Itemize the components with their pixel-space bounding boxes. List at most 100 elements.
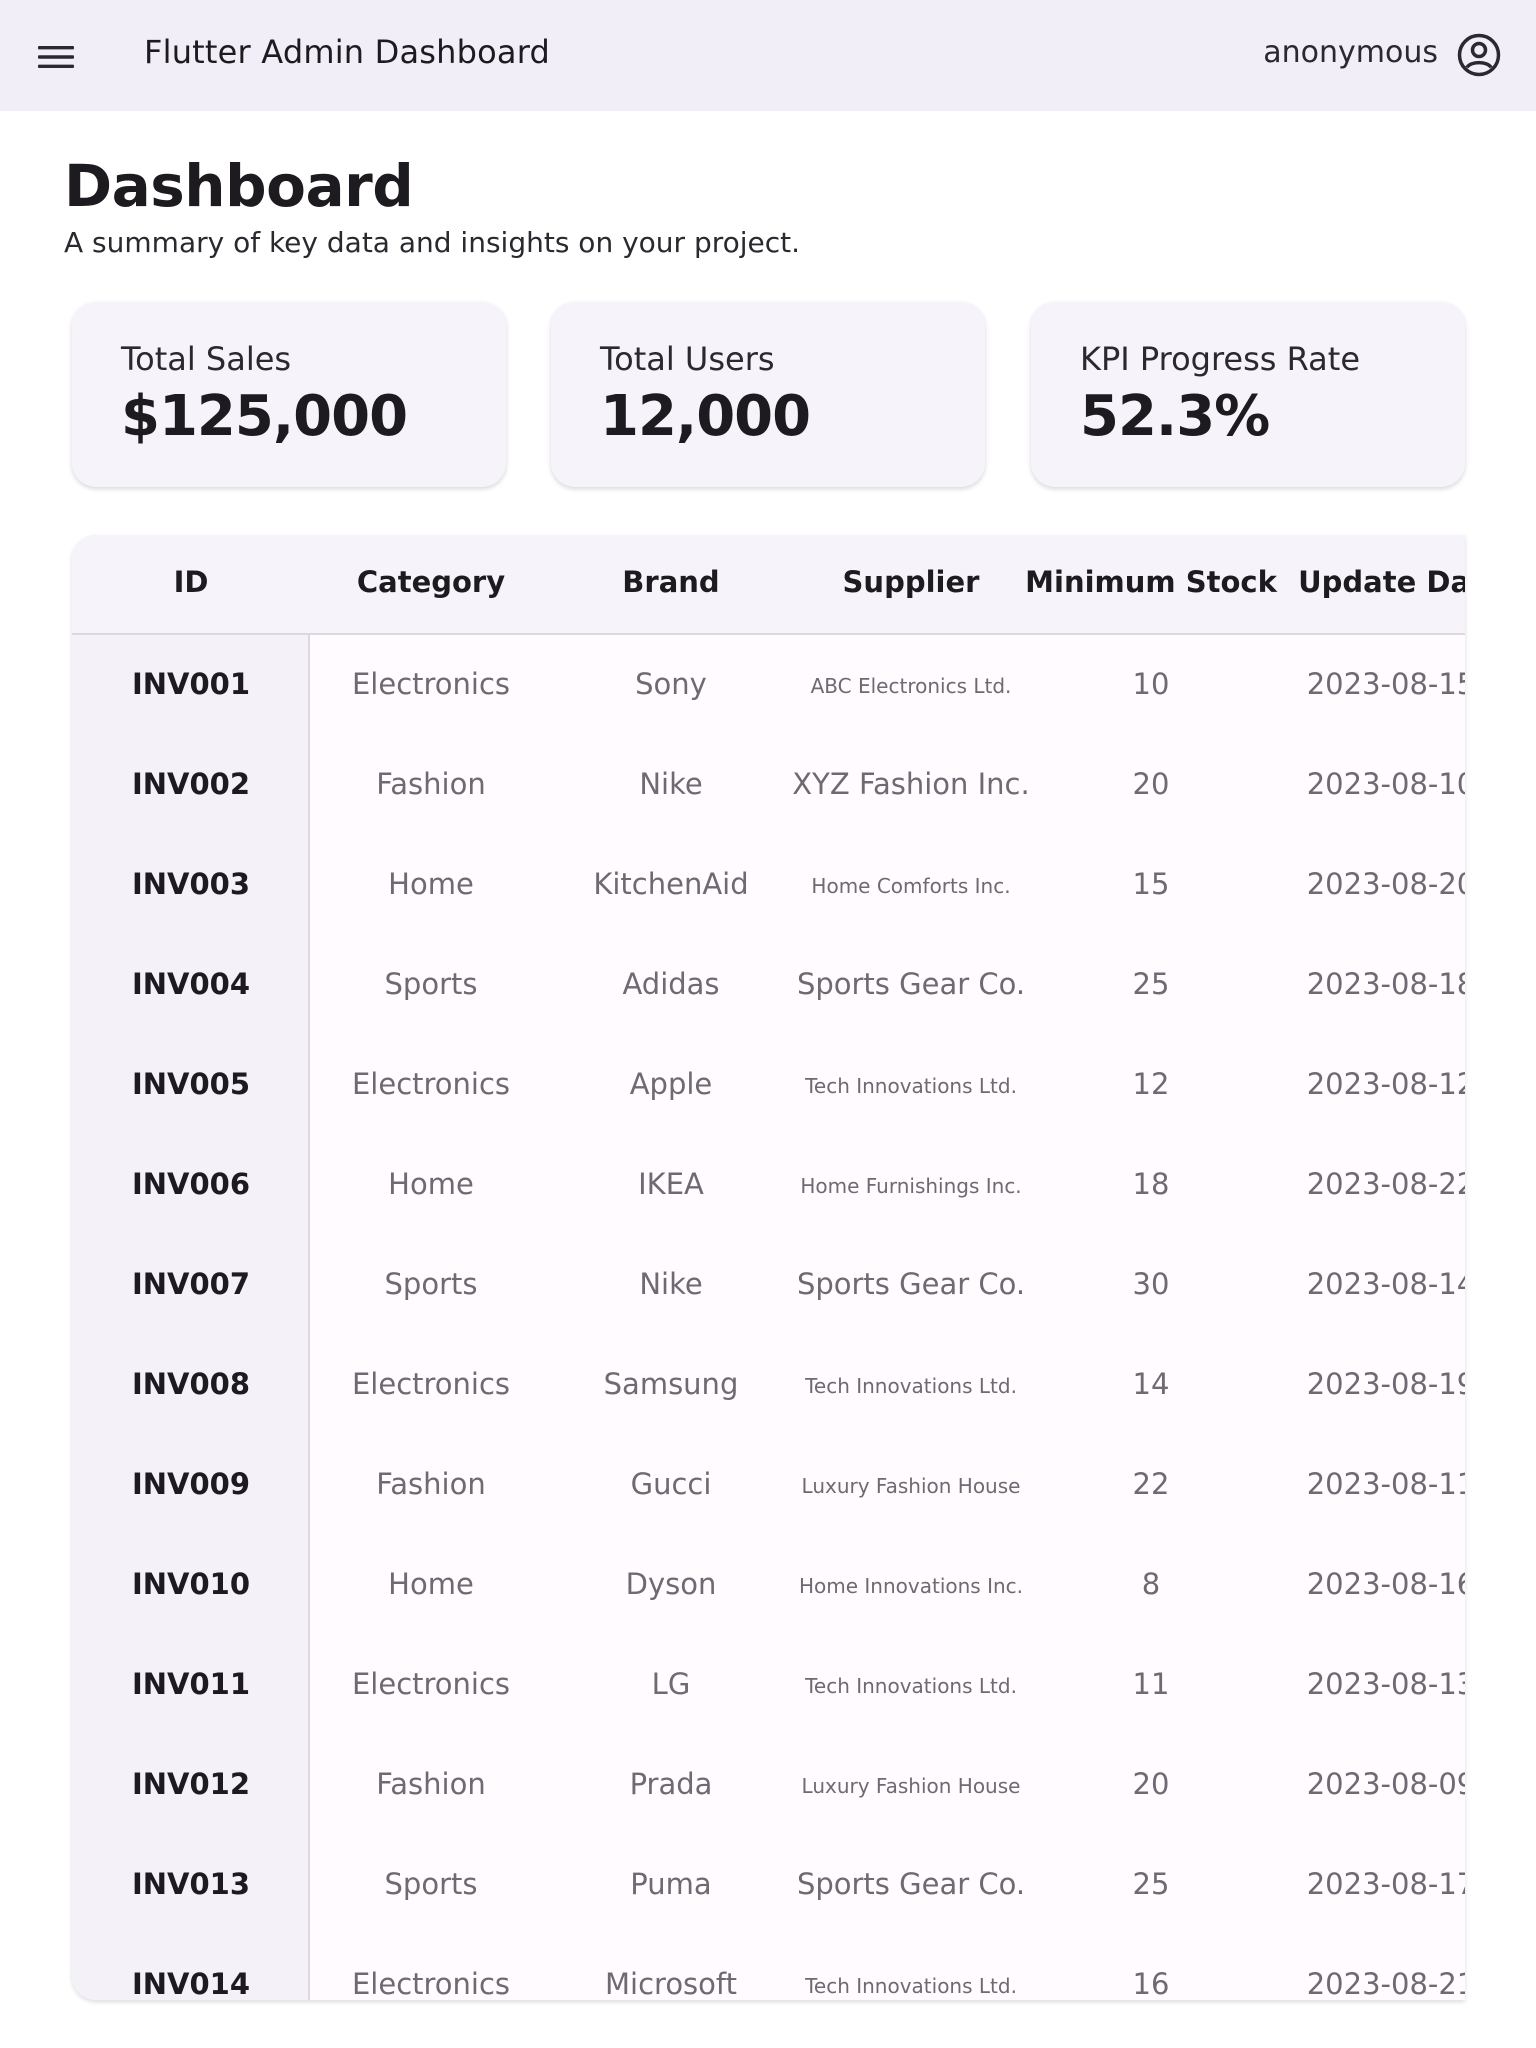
- cell-category: Home: [388, 1167, 474, 1201]
- cell-update-date: 2023-08-11: [1306, 1467, 1465, 1501]
- cell-id: INV011: [131, 1667, 251, 1701]
- cell-brand: Gucci: [630, 1467, 712, 1501]
- cell-category: Electronics: [351, 1367, 511, 1401]
- table-row[interactable]: INV007 Sports Nike Sports Gear Co. 30 2023-08…: [72, 1235, 1465, 1335]
- cell-supplier: ABC Electronics Ltd.: [810, 674, 1012, 698]
- cell-update-date: 2023-08-12: [1306, 1067, 1465, 1101]
- cell-minimum-stock: 8: [1141, 1567, 1161, 1601]
- hamburger-menu-icon: [38, 46, 74, 68]
- cell-category: Electronics: [351, 1967, 511, 2000]
- cell-update-date: 2023-08-17: [1306, 1867, 1465, 1901]
- cell-category: Electronics: [351, 1067, 511, 1101]
- cell-id: INV005: [131, 1067, 251, 1101]
- cell-update-date: 2023-08-16: [1306, 1567, 1465, 1601]
- user-name[interactable]: anonymous: [1263, 35, 1438, 70]
- cell-category: Sports: [384, 967, 478, 1001]
- table-row[interactable]: INV006 Home IKEA Home Furnishings Inc. 18 202…: [72, 1135, 1465, 1235]
- header-supplier[interactable]: Supplier: [842, 565, 980, 599]
- cell-supplier: Sports Gear Co.: [796, 1867, 1026, 1901]
- table-row[interactable]: INV013 Sports Puma Sports Gear Co. 25 2023-08…: [72, 1835, 1465, 1935]
- cell-brand: IKEA: [638, 1167, 704, 1201]
- card-kpi-progress-rate: KPI Progress Rate 52.3%: [1031, 302, 1465, 487]
- app-bar: Flutter Admin Dashboard anonymous: [0, 0, 1536, 111]
- page-subtitle: A summary of key data and insights on yo…: [64, 226, 801, 259]
- cell-minimum-stock: 18: [1132, 1167, 1170, 1201]
- cell-brand: Microsoft: [605, 1967, 737, 2000]
- cell-update-date: 2023-08-22: [1306, 1167, 1465, 1201]
- card-total-sales: Total Sales $125,000: [72, 302, 506, 487]
- page-title: Dashboard: [64, 152, 414, 220]
- table-row[interactable]: INV004 Sports Adidas Sports Gear Co. 25 2023-…: [72, 935, 1465, 1035]
- cell-minimum-stock: 22: [1132, 1467, 1170, 1501]
- table-row[interactable]: INV009 Fashion Gucci Luxury Fashion House 22…: [72, 1435, 1465, 1535]
- cell-minimum-stock: 11: [1132, 1667, 1170, 1701]
- table-row[interactable]: INV003 Home KitchenAid Home Comforts Inc. 15…: [72, 835, 1465, 935]
- cell-brand: Samsung: [603, 1367, 739, 1401]
- app-title: Flutter Admin Dashboard: [144, 33, 551, 71]
- cell-id: INV012: [131, 1767, 251, 1801]
- cell-id: INV013: [131, 1867, 251, 1901]
- cell-minimum-stock: 15: [1132, 867, 1170, 901]
- cell-minimum-stock: 25: [1132, 1867, 1170, 1901]
- id-column: [72, 535, 310, 2000]
- card-total-users: Total Users 12,000: [551, 302, 985, 487]
- cell-supplier: Luxury Fashion House: [801, 1474, 1021, 1498]
- inventory-table[interactable]: ID Category Brand Supplier Minimum Stock Upda…: [72, 535, 1465, 2000]
- cell-id: INV008: [131, 1367, 251, 1401]
- cell-category: Fashion: [376, 767, 486, 801]
- cell-supplier: Tech Innovations Ltd.: [805, 1674, 1017, 1698]
- cell-update-date: 2023-08-10: [1306, 767, 1465, 801]
- cell-supplier: Tech Innovations Ltd.: [805, 1374, 1017, 1398]
- header-id[interactable]: ID: [173, 565, 209, 599]
- card-label: KPI Progress Rate: [1080, 340, 1360, 378]
- table-row[interactable]: INV001 Electronics Sony ABC Electronics Ltd…: [72, 635, 1465, 735]
- cell-minimum-stock: 12: [1132, 1067, 1170, 1101]
- table-row[interactable]: INV012 Fashion Prada Luxury Fashion House 20…: [72, 1735, 1465, 1835]
- table-row[interactable]: INV008 Electronics Samsung Tech Innovations…: [72, 1335, 1465, 1435]
- table-row[interactable]: INV010 Home Dyson Home Innovations Inc. 8 202…: [72, 1535, 1465, 1635]
- card-label: Total Sales: [121, 340, 292, 378]
- cell-supplier: Luxury Fashion House: [801, 1774, 1021, 1798]
- cell-supplier: Tech Innovations Ltd.: [805, 1974, 1017, 1998]
- table-row[interactable]: INV005 Electronics Apple Tech Innovations L…: [72, 1035, 1465, 1135]
- cell-supplier: Tech Innovations Ltd.: [805, 1074, 1017, 1098]
- table-row[interactable]: INV014 Electronics Microsoft Tech Innovatio…: [72, 1935, 1465, 2000]
- cell-brand: Nike: [639, 767, 703, 801]
- cell-id: INV006: [131, 1167, 251, 1201]
- card-value: 52.3%: [1080, 384, 1270, 449]
- cell-minimum-stock: 20: [1132, 1767, 1170, 1801]
- card-value: $125,000: [121, 384, 408, 449]
- cell-category: Fashion: [376, 1467, 486, 1501]
- account-circle-icon[interactable]: [1456, 32, 1502, 78]
- cell-minimum-stock: 14: [1132, 1367, 1170, 1401]
- table-row[interactable]: INV011 Electronics LG Tech Innovations Ltd.…: [72, 1635, 1465, 1735]
- cell-brand: LG: [651, 1667, 691, 1701]
- header-minimum-stock[interactable]: Minimum Stock: [1025, 565, 1277, 599]
- cell-category: Home: [388, 1567, 474, 1601]
- cell-update-date: 2023-08-21: [1306, 1967, 1465, 2000]
- cell-id: INV010: [131, 1567, 251, 1601]
- header-brand[interactable]: Brand: [622, 565, 720, 599]
- menu-button[interactable]: [28, 29, 84, 85]
- cell-brand: Puma: [630, 1867, 712, 1901]
- cell-update-date: 2023-08-13: [1306, 1667, 1465, 1701]
- header-update-date[interactable]: Update Dat: [1298, 565, 1465, 599]
- cell-category: Electronics: [351, 667, 511, 701]
- cell-brand: Nike: [639, 1267, 703, 1301]
- cell-update-date: 2023-08-20: [1306, 867, 1465, 901]
- cell-id: INV007: [131, 1267, 251, 1301]
- cell-brand: Sony: [635, 667, 707, 701]
- cell-id: INV002: [131, 767, 251, 801]
- cell-update-date: 2023-08-15: [1306, 667, 1465, 701]
- header-category[interactable]: Category: [356, 565, 506, 599]
- table-row[interactable]: INV002 Fashion Nike XYZ Fashion Inc. 20 2023-…: [72, 735, 1465, 835]
- cell-id: INV001: [131, 667, 251, 701]
- cell-minimum-stock: 30: [1132, 1267, 1170, 1301]
- cell-brand: KitchenAid: [593, 867, 749, 901]
- cell-brand: Adidas: [622, 967, 720, 1001]
- cell-category: Fashion: [376, 1767, 486, 1801]
- cell-category: Sports: [384, 1267, 478, 1301]
- card-label: Total Users: [600, 340, 775, 378]
- cell-id: INV004: [131, 967, 251, 1001]
- cell-id: INV003: [131, 867, 251, 901]
